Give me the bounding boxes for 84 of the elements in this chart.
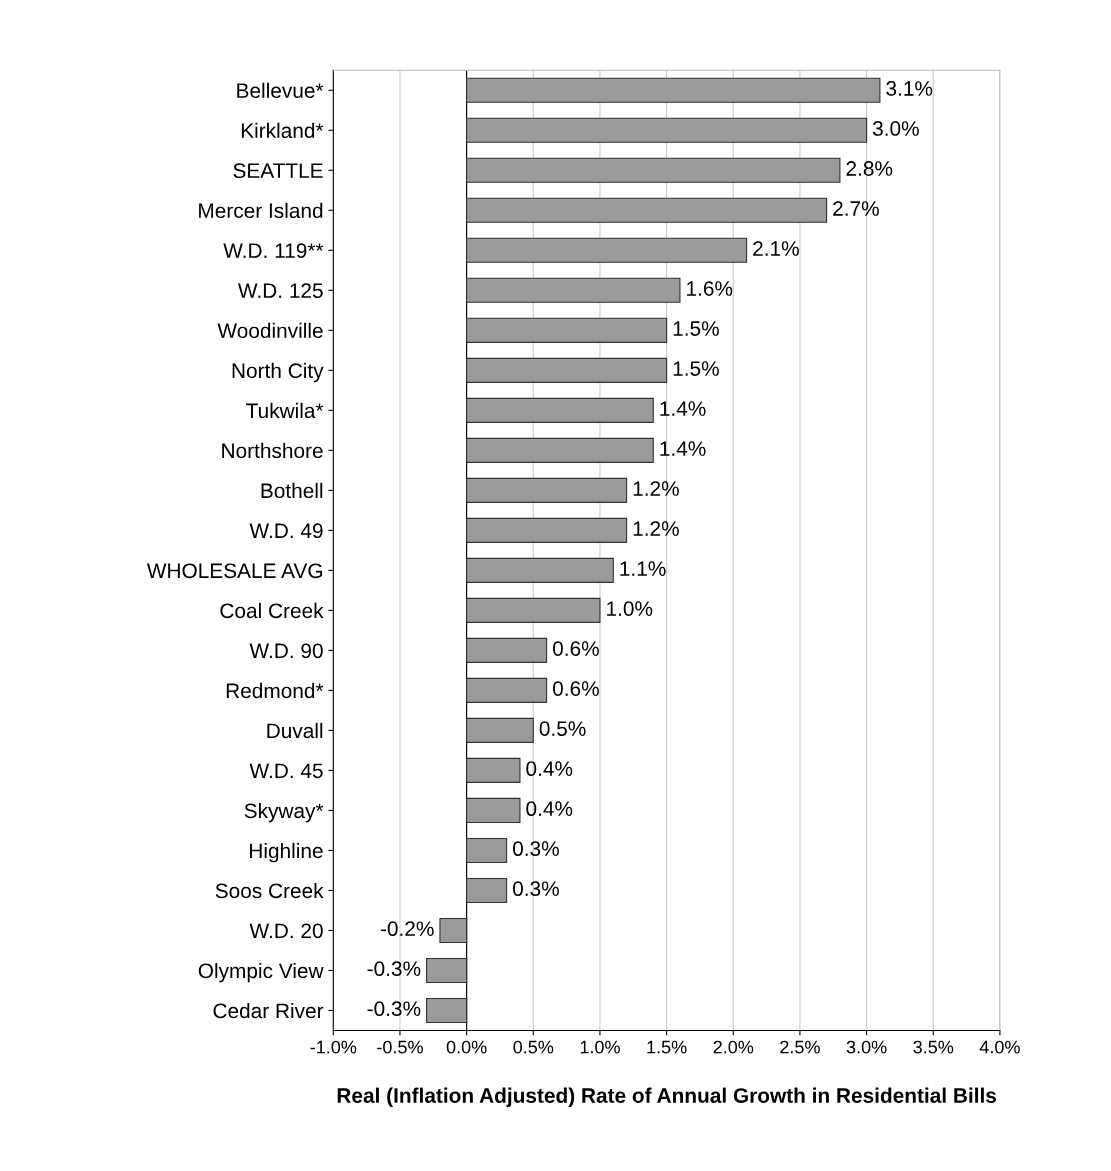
y-tick-label: Kirkland*	[241, 122, 324, 139]
data-label: 0.4%	[526, 761, 573, 777]
y-tick-label: Tukwila*	[246, 402, 324, 419]
bar	[466, 837, 508, 863]
bar	[466, 397, 654, 423]
y-tick-label: Soos Creek	[215, 882, 324, 899]
y-tick-label: Coal Creek	[220, 602, 324, 619]
data-label: 1.2%	[633, 481, 679, 496]
y-tick-label: W.D. 125	[237, 283, 323, 299]
y-tick-label: SEATTLE	[233, 163, 323, 179]
y-tick-label: Redmond*	[226, 682, 324, 699]
bar	[466, 157, 841, 183]
data-label: 0.4%	[526, 801, 573, 817]
x-tick-label: 1.5%	[647, 1040, 687, 1054]
x-tick-label: -0.5%	[377, 1040, 423, 1054]
bar	[466, 357, 668, 383]
bar	[439, 917, 468, 944]
data-label: 2.7%	[833, 201, 879, 216]
data-label: 0.3%	[512, 881, 559, 897]
bar	[466, 797, 521, 823]
y-tick-label: Mercer Island	[199, 202, 323, 219]
y-tick-label: W.D. 49	[249, 523, 323, 539]
data-label: 2.1%	[753, 241, 799, 256]
bar	[466, 317, 668, 343]
x-tick-label: 1.0%	[580, 1040, 620, 1054]
bar	[466, 637, 548, 663]
y-tick-label: Woodinville	[217, 322, 323, 339]
data-label: 0.5%	[539, 721, 586, 736]
data-label: 1.6%	[687, 281, 733, 296]
x-tick-label: -1.0%	[310, 1040, 357, 1054]
data-label: 2.8%	[846, 161, 893, 176]
x-tick-label: 0.0%	[446, 1040, 487, 1054]
bar	[466, 117, 868, 143]
x-tick-label: 2.5%	[780, 1040, 820, 1054]
bar	[466, 197, 828, 223]
bar	[466, 557, 614, 583]
y-tick-label: Northshore	[222, 442, 323, 459]
y-tick-label: W.D. 90	[249, 643, 323, 659]
data-label: 0.6%	[552, 641, 599, 656]
data-label: -0.2%	[380, 921, 434, 937]
data-label: -0.3%	[367, 961, 421, 977]
x-tick-label: 3.5%	[913, 1040, 954, 1054]
data-label: 3.1%	[886, 81, 933, 96]
data-label: 1.4%	[660, 441, 706, 456]
bar	[466, 757, 521, 783]
y-tick-label: North City	[232, 362, 324, 383]
bar	[466, 437, 654, 463]
data-label: 1.1%	[620, 561, 666, 576]
bar	[466, 517, 628, 543]
data-label: -0.3%	[367, 1001, 421, 1017]
data-label: 1.4%	[660, 401, 706, 416]
data-label: 1.5%	[673, 321, 719, 336]
bar	[466, 877, 508, 904]
x-tick-label: 4.0%	[979, 1040, 1020, 1054]
y-tick-label: Olympic View	[198, 962, 324, 983]
data-label: 1.5%	[673, 361, 719, 376]
data-label: 1.0%	[607, 601, 653, 616]
data-label: 0.3%	[512, 841, 559, 857]
bar	[466, 597, 601, 623]
y-tick-label: Bellevue*	[237, 82, 324, 99]
data-label: 0.6%	[552, 681, 599, 696]
y-tick-label: Cedar River	[213, 1002, 324, 1019]
bar	[466, 677, 548, 703]
x-tick-label: 2.0%	[713, 1040, 754, 1054]
bar	[426, 957, 468, 984]
y-tick-label: Highline	[250, 842, 323, 863]
x-tick-label: 3.0%	[846, 1040, 887, 1054]
bar	[426, 997, 468, 1024]
y-tick-label: W.D. 45	[249, 763, 323, 779]
y-tick-label: W.D. 20	[249, 923, 323, 939]
bar	[466, 477, 628, 503]
x-tick-label: 0.5%	[513, 1040, 554, 1054]
y-tick-label: Skyway*	[244, 802, 324, 823]
data-label: 1.2%	[633, 521, 679, 536]
bar	[466, 237, 748, 263]
y-tick-label: Bothell	[261, 482, 323, 499]
y-tick-label: Duvall	[267, 722, 323, 739]
data-label: 3.0%	[872, 121, 919, 136]
x-axis-title: Real (Inflation Adjusted) Rate of Annual Growth in Residential Bills	[337, 1087, 997, 1108]
y-tick-label: W.D. 119**	[223, 243, 324, 259]
bar	[466, 717, 534, 743]
y-tick-label: WHOLESALE AVG	[146, 563, 323, 579]
bar	[466, 77, 881, 103]
bar	[466, 277, 681, 303]
